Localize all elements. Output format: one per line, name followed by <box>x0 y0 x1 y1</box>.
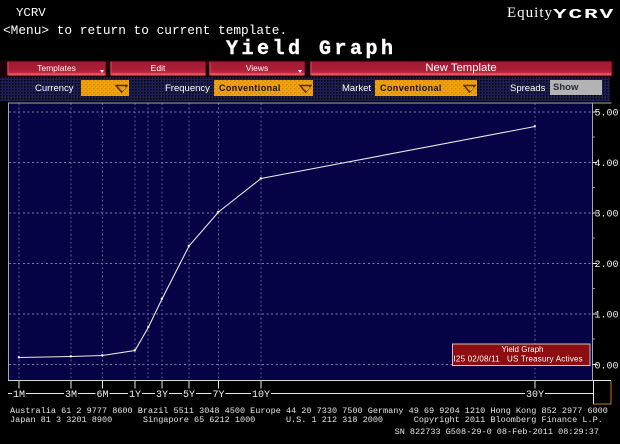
svg-text:5.00: 5.00 <box>595 109 619 120</box>
svg-text:1Y: 1Y <box>129 390 141 401</box>
svg-text:2.00: 2.00 <box>595 260 619 271</box>
svg-text:Yield Graph: Yield Graph <box>502 345 544 354</box>
svg-text:3.00: 3.00 <box>595 210 619 221</box>
svg-text:7Y: 7Y <box>212 390 224 401</box>
svg-text:10Y: 10Y <box>252 390 270 401</box>
svg-text:1.00: 1.00 <box>595 311 619 322</box>
svg-text:30Y: 30Y <box>526 390 544 401</box>
svg-text:3Y: 3Y <box>156 390 168 401</box>
svg-text:1M: 1M <box>13 390 25 401</box>
svg-text:3M: 3M <box>65 390 77 401</box>
svg-text:4.00: 4.00 <box>595 159 619 170</box>
svg-text:I25 02/08/11 US Treasury Act: I25 02/08/11 US Treasury Actives <box>454 354 583 363</box>
svg-text:0.00: 0.00 <box>595 362 619 373</box>
svg-text:6M: 6M <box>96 390 108 401</box>
svg-text:5Y: 5Y <box>183 390 195 401</box>
